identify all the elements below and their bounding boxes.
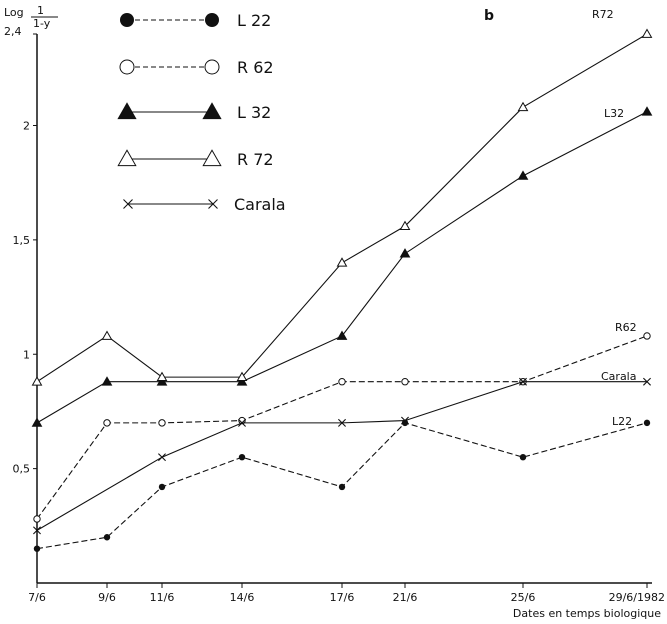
- data-point: [158, 483, 166, 491]
- legend-marker: [204, 59, 220, 75]
- data-point: [33, 515, 41, 523]
- series-carala: [33, 377, 651, 535]
- data-point: [641, 106, 653, 116]
- panel-label: b: [484, 8, 494, 24]
- series-r-62: [33, 332, 651, 523]
- y-axis-label: Log 1 1-y: [4, 4, 58, 30]
- x-tick-label: 9/6: [98, 591, 116, 604]
- data-point: [101, 330, 113, 340]
- series-line: [36, 335, 648, 520]
- legend-label: L 22: [237, 11, 271, 30]
- series-end-label: R72: [592, 8, 614, 21]
- legend-marker: [205, 13, 219, 27]
- y-tick-label: 2: [23, 120, 30, 133]
- legend-label: Carala: [234, 195, 286, 214]
- y-tick-label: 1: [23, 348, 30, 361]
- data-point: [236, 376, 248, 386]
- legend-marker: [202, 149, 222, 167]
- y-tick-label: 0,5: [13, 463, 31, 476]
- y-tick-label: 2,4: [4, 25, 22, 38]
- data-point: [158, 419, 166, 427]
- x-ticks: 7/6 9/6 11/6 14/6 17/6 21/6 25/6 29/6/1982: [28, 583, 665, 604]
- data-point: [399, 248, 411, 258]
- x-tick-label: 7/6: [28, 591, 46, 604]
- series-end-labels: L22 R62 L32 R72 Carala: [592, 8, 637, 428]
- y-ticks: 0,5 1 1,5 2 2,4: [4, 25, 37, 476]
- data-point: [156, 376, 168, 386]
- y-tick-label: 1,5: [13, 234, 31, 247]
- data-point: [517, 170, 529, 180]
- legend-marker: [117, 102, 137, 120]
- legend-marker: [123, 199, 133, 209]
- series-line: [36, 422, 648, 550]
- data-point: [643, 332, 651, 340]
- series-line: [36, 111, 648, 424]
- x-tick-label: 25/6: [511, 591, 536, 604]
- x-tick-label: 11/6: [150, 591, 175, 604]
- data-point: [338, 418, 346, 427]
- x-tick-label: 14/6: [230, 591, 255, 604]
- legend-marker: [120, 13, 134, 27]
- data-point: [338, 483, 346, 491]
- x-tick-label: 21/6: [393, 591, 418, 604]
- data-point: [31, 376, 43, 386]
- series-r-72: [31, 28, 653, 386]
- data-point: [103, 419, 111, 427]
- legend-label: R 62: [237, 58, 274, 77]
- x-tick-label: 29/6/1982: [609, 591, 665, 604]
- data-point: [33, 545, 41, 552]
- legend-label: L 32: [237, 103, 271, 122]
- data-point: [33, 526, 41, 535]
- data-point: [641, 28, 653, 38]
- data-point: [401, 419, 409, 427]
- data-point: [519, 377, 527, 386]
- data-point: [236, 371, 248, 381]
- series-l-22: [33, 419, 651, 552]
- legend-marker: [117, 149, 137, 167]
- data-point: [519, 453, 527, 461]
- data-point: [156, 371, 168, 381]
- data-point: [338, 378, 346, 386]
- legend-entry: R 72: [117, 149, 274, 169]
- x-tick-label: 17/6: [330, 591, 355, 604]
- series-group: [31, 28, 653, 552]
- data-point: [517, 101, 529, 112]
- legend-marker: [208, 199, 218, 209]
- series-end-label: L32: [604, 107, 624, 120]
- data-point: [101, 376, 113, 386]
- data-point: [238, 418, 246, 427]
- data-point: [643, 419, 651, 427]
- series-end-label: R62: [615, 321, 637, 334]
- data-point: [103, 534, 111, 541]
- data-point: [238, 453, 246, 461]
- series-line: [36, 33, 648, 383]
- series-l-32: [31, 106, 653, 427]
- series-line: [36, 381, 647, 531]
- legend-marker: [202, 102, 222, 120]
- data-point: [31, 417, 43, 427]
- y-axis-label-prefix: Log: [4, 6, 24, 19]
- data-point: [401, 416, 409, 425]
- data-point: [399, 220, 411, 231]
- data-point: [643, 377, 651, 386]
- data-point: [336, 257, 348, 267]
- legend-entry: L 22: [120, 11, 271, 30]
- legend-label: R 72: [237, 150, 274, 169]
- y-axis-label-numerator: 1: [37, 4, 44, 17]
- y-axis-label-denominator: 1-y: [33, 17, 51, 30]
- series-end-label: Carala: [601, 370, 636, 383]
- legend-marker: [119, 59, 135, 75]
- legend: L 22 R 62 L 32 R 72 Carala: [117, 11, 286, 214]
- legend-entry: Carala: [123, 195, 286, 214]
- legend-entry: R 62: [119, 58, 274, 77]
- data-point: [158, 453, 166, 462]
- data-point: [401, 378, 409, 386]
- series-end-label: L22: [612, 415, 632, 428]
- legend-entry: L 32: [117, 102, 271, 122]
- x-axis-label: Dates en temps biologique: [513, 607, 661, 620]
- data-point: [336, 330, 348, 340]
- data-point: [238, 416, 246, 425]
